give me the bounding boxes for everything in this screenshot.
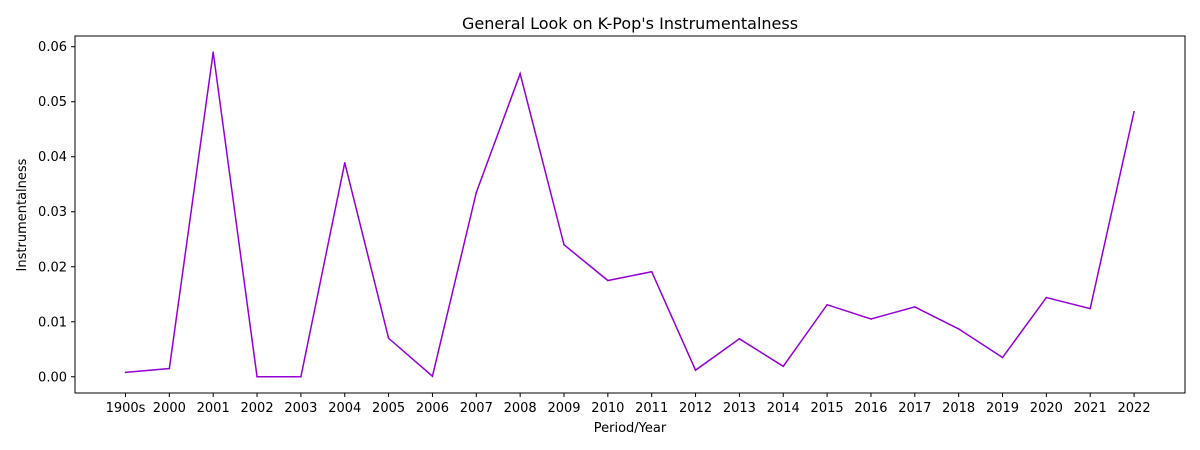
data-point xyxy=(168,367,171,370)
x-tick-label: 2010 xyxy=(591,401,624,416)
x-tick-label: 2022 xyxy=(1118,401,1151,416)
x-tick-label: 2020 xyxy=(1030,401,1063,416)
x-axis: 1900s 2000 2001 2002 2003 2004 2005 2006 2007 200… xyxy=(106,393,1151,416)
y-tick-label: 0.06 xyxy=(38,40,67,55)
y-tick-label: 0.02 xyxy=(38,260,67,275)
x-tick-label: 2012 xyxy=(679,401,712,416)
x-tick-label: 2017 xyxy=(898,401,931,416)
x-tick-label: 2011 xyxy=(635,401,668,416)
x-tick-label: 2015 xyxy=(811,401,844,416)
data-point xyxy=(957,328,960,330)
data-point xyxy=(870,318,872,320)
y-tick-label: 0.00 xyxy=(38,370,67,385)
x-tick-label: 2006 xyxy=(416,401,449,416)
data-point xyxy=(475,191,478,194)
data-point xyxy=(650,270,653,273)
x-axis-title: Period/Year xyxy=(594,421,667,436)
x-tick-label: 2001 xyxy=(197,401,230,416)
x-tick-label: 1900s xyxy=(106,401,146,416)
x-tick-label: 2013 xyxy=(723,401,756,416)
x-tick-label: 2008 xyxy=(504,401,537,416)
plot-area-frame xyxy=(74,35,1186,394)
data-point xyxy=(563,243,565,246)
data-point xyxy=(343,161,346,164)
y-tick-label: 0.01 xyxy=(38,315,67,330)
x-tick-label: 2021 xyxy=(1074,401,1107,416)
data-point xyxy=(431,375,434,378)
x-tick-label: 2007 xyxy=(460,401,493,416)
x-tick-label: 2002 xyxy=(241,401,274,416)
data-point xyxy=(387,337,390,340)
data-point xyxy=(1001,356,1004,359)
x-tick-label: 2014 xyxy=(767,401,800,416)
x-tick-label: 2019 xyxy=(986,401,1019,416)
x-tick-label: 2016 xyxy=(854,401,887,416)
data-point xyxy=(519,72,521,75)
series-line-instrumentalness xyxy=(125,52,1135,378)
data-point xyxy=(694,369,697,371)
data-point xyxy=(914,306,916,308)
data-point xyxy=(256,375,258,378)
data-point xyxy=(607,279,609,282)
data-point xyxy=(782,365,785,368)
x-tick-label: 2018 xyxy=(942,401,975,416)
data-point xyxy=(1045,296,1048,299)
chart-title: General Look on K-Pop's Instrumentalness xyxy=(462,14,798,33)
data-points xyxy=(124,51,1135,378)
y-tick-label: 0.03 xyxy=(38,205,67,220)
x-tick-label: 2009 xyxy=(547,401,580,416)
x-tick-label: 2005 xyxy=(372,401,405,416)
data-point xyxy=(1133,110,1135,113)
data-point xyxy=(124,371,127,374)
x-tick-label: 2003 xyxy=(284,401,317,416)
y-tick-label: 0.04 xyxy=(38,150,67,165)
data-point xyxy=(826,303,828,306)
y-tick-label: 0.05 xyxy=(38,95,67,110)
y-axis-title: Instrumentalness xyxy=(15,158,30,271)
y-axis: 0.00 0.01 0.02 0.03 0.04 0.05 0.06 xyxy=(38,40,75,385)
data-point xyxy=(212,51,214,54)
x-tick-label: 2004 xyxy=(328,401,361,416)
data-point xyxy=(300,375,302,378)
data-point xyxy=(1089,307,1091,310)
data-point xyxy=(738,338,741,340)
x-tick-label: 2000 xyxy=(153,401,186,416)
